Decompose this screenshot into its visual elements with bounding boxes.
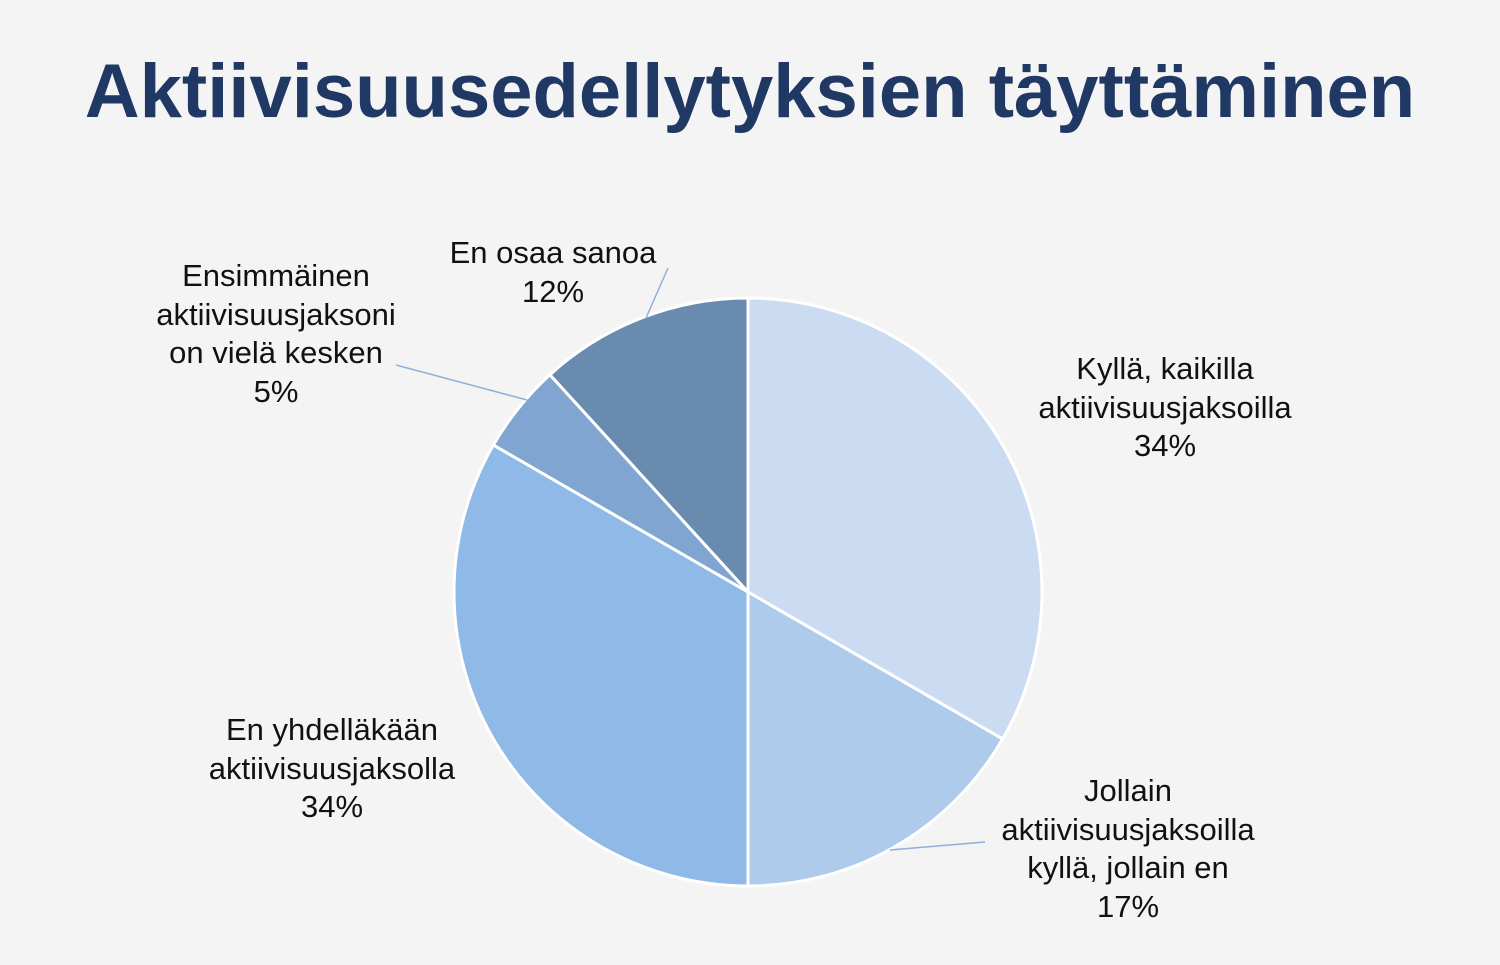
label-slice-2-value: 34%	[300, 789, 364, 824]
label-slice-3-line-1: Ensimmäinen	[182, 258, 370, 293]
pie-slice-4	[548, 296, 750, 594]
pie-slice-0	[746, 296, 1044, 741]
leader-line-slice-4	[645, 267, 669, 319]
chart-title: Aktiivisuusedellytyksien täyttäminen	[84, 49, 1416, 134]
label-slice-2: En yhdelläkään aktiivisuusjaksolla 34%	[172, 711, 492, 827]
label-slice-1: Jollain aktiivisuusjaksoilla kyllä, joll…	[968, 772, 1288, 926]
label-slice-4-line-1: En osaa sanoa	[449, 235, 657, 270]
leader-line-slice-3	[395, 364, 528, 401]
label-slice-4-value: 12%	[521, 273, 585, 309]
label-slice-0-line-1: Kyllä, kaikilla	[1076, 351, 1254, 386]
label-slice-3: Ensimmäinen aktiivisuusjaksoni on vielä …	[126, 257, 426, 411]
label-slice-0-value: 34%	[1133, 428, 1197, 463]
label-slice-3-value: 5%	[253, 373, 299, 409]
label-slice-2-line-1: En yhdelläkään	[226, 712, 438, 747]
label-slice-0: Kyllä, kaikilla aktiivisuusjaksoilla 34%	[1010, 350, 1320, 466]
pie-slice-1	[746, 590, 1005, 888]
leader-line-slice-1	[889, 841, 986, 851]
label-slice-1-value: 17%	[1096, 888, 1160, 924]
label-slice-3-line-2: aktiivisuusjaksoni	[156, 296, 396, 332]
label-slice-3-line-3: on vielä kesken	[169, 335, 383, 370]
label-slice-1-line-1: Jollain	[1084, 773, 1172, 808]
pie-slice-2	[452, 443, 750, 888]
label-slice-4: En osaa sanoa 12%	[413, 234, 693, 311]
label-slice-1-line-2: aktiivisuusjaksoilla	[1001, 811, 1255, 847]
label-slice-1-line-3: kyllä, jollain en	[1027, 850, 1229, 885]
label-slice-2-line-2: aktiivisuusjaksolla	[208, 750, 456, 786]
label-slice-0-line-2: aktiivisuusjaksoilla	[1038, 389, 1292, 425]
